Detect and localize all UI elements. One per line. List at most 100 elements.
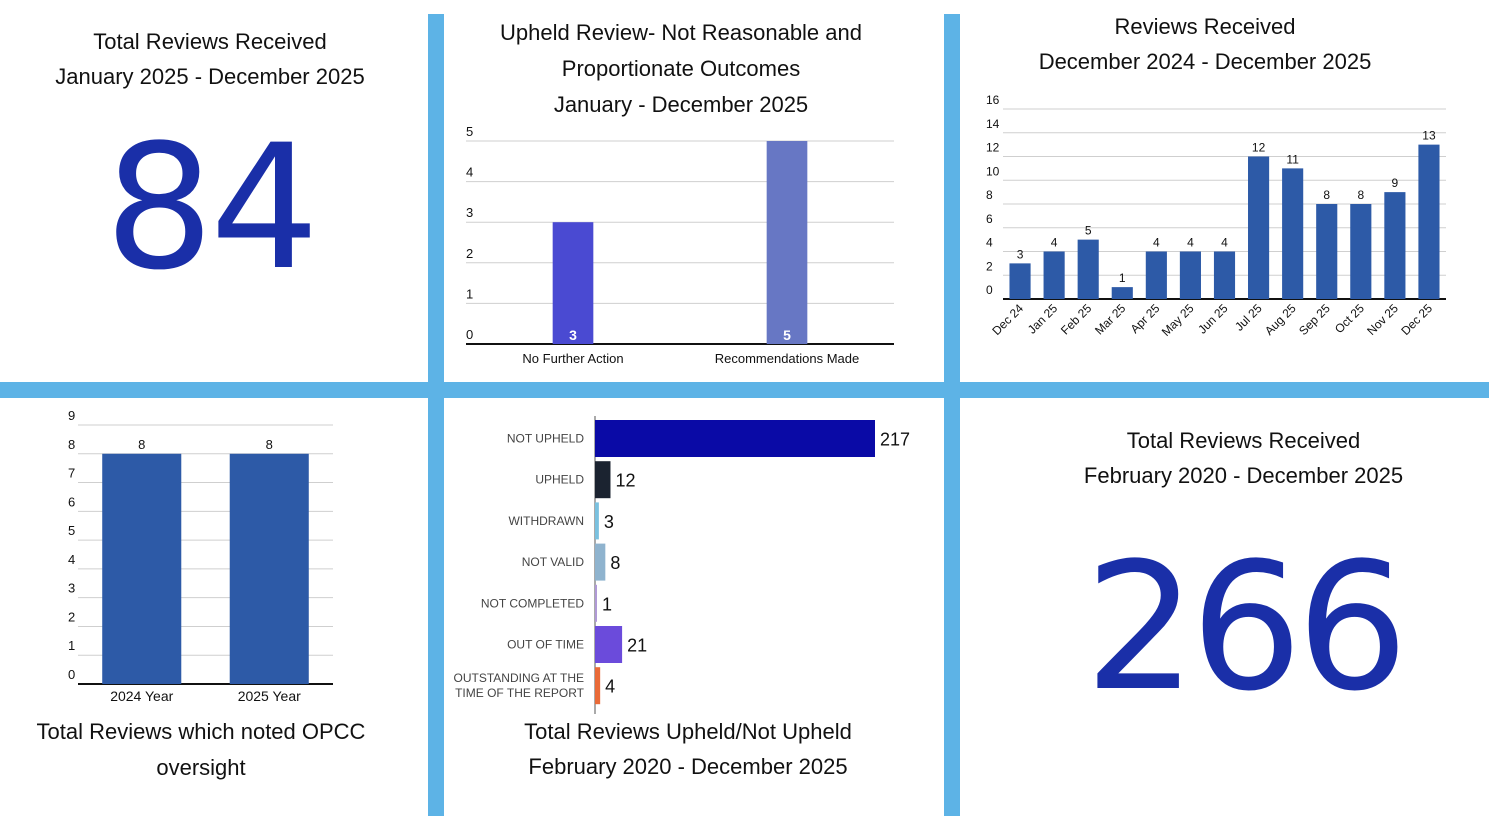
chart-upheld-not-upheld: 217 NOT UPHELD 12 UPHELD 3 WITHDRAWN 8 NOT VALI… <box>454 416 910 714</box>
y-tick-label: 6 <box>68 494 75 509</box>
x-tick-label: Jun 25 <box>1195 301 1231 337</box>
bar <box>595 667 601 705</box>
y-tick-label: OUT OF TIME <box>507 638 584 652</box>
y-tick-label: OUTSTANDING AT THE TIME OF THE REPORT <box>454 671 585 700</box>
y-tick-label: 0 <box>68 667 75 682</box>
bar <box>229 453 309 684</box>
bar-value-label: 3 <box>569 327 577 343</box>
panel-monthly-reviews: Reviews Received December 2024 - Decembe… <box>960 0 1489 382</box>
bar-value-label: 5 <box>783 327 791 343</box>
chart-hbar-title-line1: Total Reviews Upheld/Not Upheld <box>524 719 852 744</box>
bar <box>1282 168 1304 299</box>
bar <box>595 626 623 663</box>
chart-monthly-reviews: 0 2 4 6 8 10 12 14 16 3 Dec 24 4 Jan 25 5 Feb 25 1 Mar 2… <box>986 93 1446 339</box>
x-tick-label: Jan 25 <box>1025 301 1061 337</box>
bar <box>1350 204 1372 299</box>
y-tick-label: 0 <box>986 283 993 297</box>
y-tick-label: NOT VALID <box>522 555 585 569</box>
bar <box>595 502 599 540</box>
chart-upheld-title-line1: Upheld Review- Not Reasonable and <box>500 20 862 45</box>
chart-opcc-oversight: 0 1 2 3 4 5 6 7 8 9 8 2024 Year 8 2025 Year <box>68 408 333 704</box>
x-tick-label: Aug 25 <box>1262 301 1299 338</box>
bar-value-label: 4 <box>1221 236 1228 250</box>
panel-total-all-title-line2: February 2020 - December 2025 <box>1083 463 1404 488</box>
divider-horizontal <box>0 382 1489 398</box>
panel-total-2025: Total Reviews Received January 2025 - De… <box>0 0 428 382</box>
x-tick-label: Sep 25 <box>1296 301 1333 338</box>
x-tick-label: Apr 25 <box>1128 301 1163 336</box>
bar-value-label: 4 <box>605 677 615 697</box>
panel-upheld-not-upheld: 217 NOT UPHELD 12 UPHELD 3 WITHDRAWN 8 NOT VALI… <box>444 398 944 816</box>
panel-total-all-title-line1: Total Reviews Received <box>1126 428 1361 453</box>
chart-upheld-outcomes: 0 1 2 3 4 5 3 No Further Action 5 Recommendations… <box>466 124 894 366</box>
bar-value-label: 217 <box>880 430 910 450</box>
bar <box>552 222 594 344</box>
bar-value-label: 12 <box>1252 141 1266 155</box>
y-tick-label: 2 <box>68 609 75 624</box>
chart-upheld-title-line3: January - December 2025 <box>553 92 809 117</box>
chart-opcc-title-line2: oversight <box>156 755 246 780</box>
panel-opcc-oversight: 0 1 2 3 4 5 6 7 8 9 8 2024 Year 8 2025 Year Total Rev… <box>0 398 428 816</box>
y-tick-label: 9 <box>68 408 75 423</box>
y-tick-label: 8 <box>68 437 75 452</box>
total-all-value: 266 <box>1084 525 1409 730</box>
bar <box>1418 144 1440 299</box>
y-tick-label: 14 <box>986 117 1000 131</box>
bar-value-label: 4 <box>1153 236 1160 250</box>
bar <box>1009 263 1031 299</box>
y-tick-label: 0 <box>466 327 473 342</box>
bar-value-label: 9 <box>1392 176 1399 190</box>
y-tick-label: 4 <box>986 236 993 250</box>
bar <box>595 584 597 622</box>
y-tick-label: NOT COMPLETED <box>481 596 584 610</box>
bar <box>1043 251 1065 299</box>
y-tick-label: 7 <box>68 466 75 481</box>
bar <box>1145 251 1167 299</box>
chart-upheld-title-line2: Proportionate Outcomes <box>561 56 801 81</box>
bar-value-label: 21 <box>627 636 647 656</box>
divider-vertical-left <box>428 14 444 816</box>
y-tick-label: 5 <box>466 124 473 139</box>
bar-value-label: 8 <box>1357 188 1364 202</box>
x-tick-label: 2025 Year <box>238 688 301 704</box>
y-tick-label: NOT UPHELD <box>507 432 584 446</box>
chart-monthly-title-line2: December 2024 - December 2025 <box>1038 49 1372 74</box>
y-tick-label: 4 <box>466 165 473 180</box>
panel-total-2025-title-line2: January 2025 - December 2025 <box>55 64 365 89</box>
x-tick-label: No Further Action <box>522 351 623 366</box>
divider-vertical-right <box>944 14 960 816</box>
bar-value-label: 8 <box>1323 188 1330 202</box>
y-tick-label: 2 <box>466 246 473 261</box>
bar <box>595 461 611 499</box>
bar <box>595 420 875 457</box>
bar-value-label: 8 <box>138 437 145 452</box>
bar <box>1111 287 1133 299</box>
bar-value-label: 5 <box>1085 224 1092 238</box>
bar-value-label: 12 <box>615 471 635 491</box>
bar-value-label: 13 <box>1422 129 1436 143</box>
x-tick-label: Dec 25 <box>1398 301 1435 338</box>
bar-value-label: 3 <box>1017 247 1024 261</box>
chart-hbar-title-line2: February 2020 - December 2025 <box>528 754 848 779</box>
bar-value-label: 4 <box>1051 236 1058 250</box>
y-tick-label: 1 <box>68 638 75 653</box>
bar <box>1213 251 1236 299</box>
bar-value-label: 1 <box>1119 271 1126 285</box>
panel-upheld-outcomes: Upheld Review- Not Reasonable and Propor… <box>444 0 944 382</box>
y-tick-label: UPHELD <box>535 473 584 487</box>
x-tick-label: May 25 <box>1159 301 1197 339</box>
y-tick-label: 3 <box>68 581 75 596</box>
y-tick-label: 12 <box>986 141 1000 155</box>
bar <box>1248 156 1270 299</box>
bar <box>1316 204 1338 299</box>
bar <box>766 141 808 344</box>
panel-total-all: Total Reviews Received February 2020 - D… <box>960 398 1489 816</box>
x-tick-label: Mar 25 <box>1092 301 1129 338</box>
bar-value-label: 8 <box>266 437 273 452</box>
x-tick-label: Feb 25 <box>1058 301 1095 338</box>
bar <box>1384 192 1406 299</box>
x-tick-label: Recommendations Made <box>715 351 860 366</box>
bar <box>1179 251 1201 299</box>
x-tick-label: Oct 25 <box>1332 301 1367 336</box>
y-tick-label: 5 <box>68 523 75 538</box>
